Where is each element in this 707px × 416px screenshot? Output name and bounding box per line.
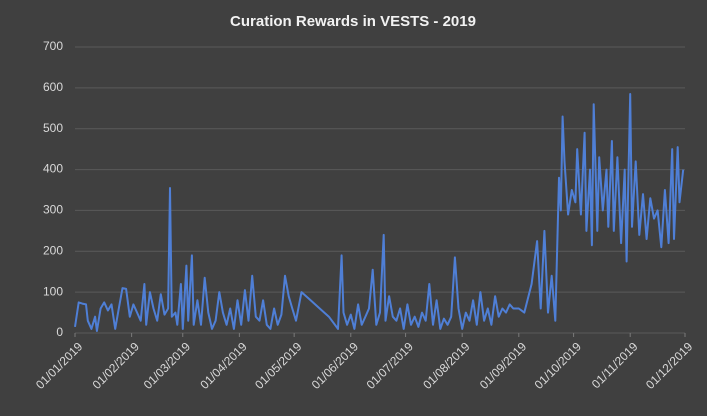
x-tick-label: 01/05/2019	[252, 339, 305, 392]
y-tick-label: 600	[43, 80, 63, 94]
y-tick-label: 400	[43, 162, 63, 176]
y-tick-label: 0	[56, 325, 63, 339]
y-tick-label: 300	[43, 203, 63, 217]
y-tick-label: 500	[43, 121, 63, 135]
x-tick-label: 01/11/2019	[589, 339, 641, 391]
x-tick-label: 01/02/2019	[90, 339, 143, 392]
x-tick-label: 01/08/2019	[420, 339, 473, 392]
y-tick-label: 200	[43, 243, 63, 257]
y-tick-label: 700	[43, 39, 63, 53]
chart-title: Curation Rewards in VESTS - 2019	[230, 13, 476, 30]
x-tick-label: 01/12/2019	[643, 339, 696, 392]
y-tick-label: 100	[43, 284, 63, 298]
x-tick-label: 01/03/2019	[141, 339, 194, 392]
x-tick-label: 01/10/2019	[532, 339, 585, 392]
x-tick-label: 01/04/2019	[197, 339, 250, 392]
x-tick-label: 01/06/2019	[309, 339, 362, 392]
x-tick-label: 01/01/2019	[33, 339, 86, 392]
x-tick-label: 01/09/2019	[477, 339, 530, 392]
data-line	[74, 93, 685, 332]
x-tick-label: 01/07/2019	[364, 339, 417, 392]
